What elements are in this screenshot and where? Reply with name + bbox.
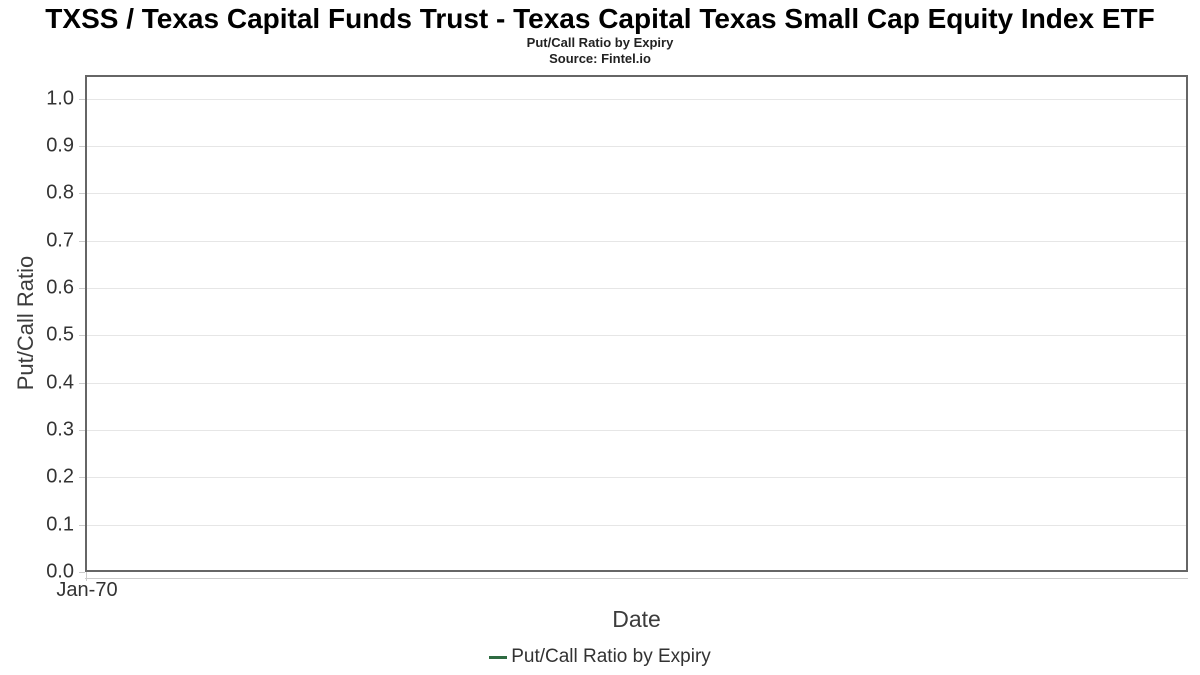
y-tick-label: 0.5 [46,323,74,346]
y-tick-label: 0.9 [46,134,74,157]
y-gridline [87,477,1186,478]
y-axis-tick [79,525,85,526]
y-gridline [87,99,1186,100]
y-tick-label: 0.3 [46,418,74,441]
y-tick-label: 0.2 [46,465,74,488]
legend-label: Put/Call Ratio by Expiry [511,646,711,667]
y-tick-label: 0.0 [46,560,74,583]
y-axis-tick [79,193,85,194]
y-tick-label: 0.8 [46,181,74,204]
y-axis-tick [79,99,85,100]
x-axis-title: Date [612,606,661,632]
y-axis-tick [79,288,85,289]
y-tick-label: 0.6 [46,276,74,299]
y-gridline [87,383,1186,384]
y-axis-tick [79,477,85,478]
page-title: TXSS / Texas Capital Funds Trust - Texas… [45,3,1155,34]
y-tick-label: 1.0 [46,87,74,110]
x-tick-label: Jan-70 [56,579,118,601]
y-tick-label: 0.1 [46,513,74,536]
legend-line-marker-icon [489,655,508,659]
y-axis-tick [79,241,85,242]
y-gridline [87,525,1186,526]
legend-item-putcall-ratio[interactable]: Put/Call Ratio by Expiry [0,646,1200,668]
y-gridline [87,146,1186,147]
chart-source-label: Source: Fintel.io [549,51,651,66]
chart-subtitle: Put/Call Ratio by Expiry [526,35,674,50]
y-axis-tick [79,430,85,431]
x-axis-tick [86,572,87,581]
y-tick-label: 0.4 [46,371,74,394]
x-axis-line [85,578,1188,579]
y-gridline [87,288,1186,289]
plot-area [85,75,1188,572]
y-axis-tick [79,335,85,336]
y-gridline [87,241,1186,242]
y-gridline [87,335,1186,336]
y-gridline [87,193,1186,194]
plot-wrap: Put/Call Ratio Jan-70 0.0 0.1 0.2 0.3 0.4 0.5… [0,75,1200,601]
y-axis-tick [79,383,85,384]
y-tick-label: 0.7 [46,229,74,252]
y-axis-tick [79,572,85,573]
y-axis-tick [79,146,85,147]
y-gridline [87,430,1186,431]
